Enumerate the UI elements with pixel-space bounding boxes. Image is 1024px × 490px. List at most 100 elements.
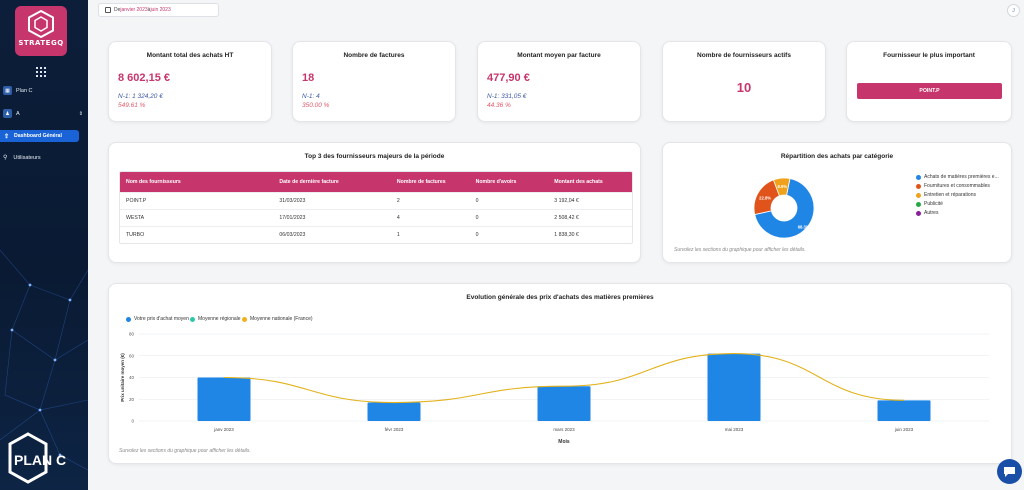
price-evolution-card: Evolution générale des prix d'achats des… [108, 283, 1012, 464]
top-supplier-badge[interactable]: POINT.P [857, 83, 1002, 99]
category-donut-chart[interactable]: 68.3% 22.8% 8.9% [751, 175, 817, 241]
sidebar-item-label: Utilisateurs [13, 154, 41, 161]
table-cell: 0 [475, 198, 479, 204]
kpi-change: 549.61 % [118, 102, 146, 109]
kpi-card-average: Montant moyen par facture 477,90 € N-1: … [477, 41, 641, 122]
series-line[interactable] [223, 353, 905, 404]
date-prefix: De [114, 7, 121, 13]
x-tick-label: mai 2023 [725, 427, 744, 432]
date-separator: à [147, 7, 151, 13]
legend-swatch [916, 183, 921, 189]
column-header[interactable]: Date de dernière facture [279, 179, 339, 185]
kpi-title: Montant moyen par facture [517, 52, 601, 59]
legend-label: Moyenne nationale (France) [250, 316, 313, 322]
x-tick-label: juin 2023 [894, 427, 914, 432]
legend-item[interactable]: Entretien et réparations [916, 192, 976, 198]
chart-hint: Survolez les sections du graphique pour … [119, 448, 251, 454]
sidebar-item-label: Dashboard Général [14, 133, 62, 139]
sidebar: STRATEGQ ▦ Plan C ♟ A ⇕ ⇪ Dashboard Géné… [0, 0, 88, 490]
table-cell: 0 [475, 215, 479, 221]
plan-c-logo: PLAN C [6, 432, 82, 484]
sidebar-company[interactable]: ▦ Plan C [3, 86, 33, 95]
table-row[interactable]: TURBO 06/03/2023 1 0 1 838,30 € [120, 226, 632, 243]
legend-label: Publicité [924, 201, 943, 207]
x-tick-label: févr 2023 [385, 427, 404, 432]
apps-grid-icon[interactable] [36, 67, 46, 77]
table-cell: 4 [396, 215, 400, 221]
table-row[interactable]: WESTA 17/01/2023 4 0 2 508,42 € [120, 209, 632, 226]
x-axis-label: Mois [558, 439, 570, 445]
price-evolution-chart[interactable]: 0 20 40 60 80 Prix unitaire moyen (€) janv 202… [109, 324, 1011, 446]
kpi-previous: N-1: 1 324,20 € [118, 93, 163, 100]
table-cell: 06/03/2023 [279, 232, 306, 238]
legend-label: Fournitures et consommables [924, 183, 990, 189]
column-header[interactable]: Nombre d'avoirs [475, 179, 517, 185]
section-title: Répartition des achats par catégorie [780, 153, 894, 160]
table-row[interactable]: POINT.P 31/03/2023 2 0 3 192,04 € [120, 192, 632, 209]
plan-c-logo-graphic: PLAN C [8, 432, 66, 484]
kpi-title: Nombre de fournisseurs actifs [697, 52, 791, 59]
column-header[interactable]: Nombre de factures [396, 179, 446, 185]
chat-button[interactable] [997, 459, 1022, 484]
legend-item[interactable]: Moyenne nationale (France) [242, 316, 313, 322]
kpi-card-top-supplier: Fournisseur le plus important POINT.P [846, 41, 1012, 122]
user-avatar[interactable]: J [1007, 4, 1020, 17]
table-cell: 1 838,30 € [554, 232, 579, 238]
kpi-change: 350.00 % [302, 102, 330, 109]
building-icon: ▦ [3, 86, 12, 95]
date-range-picker[interactable]: De janvier 2023 à juin 2023 [98, 3, 219, 17]
table-cell: 31/03/2023 [279, 198, 306, 204]
bar[interactable] [197, 377, 251, 422]
pie-slice[interactable] [754, 178, 815, 239]
pie-slice-label: 8.9% [778, 184, 788, 189]
legend-swatch [916, 210, 921, 216]
bar[interactable] [537, 386, 591, 421]
column-header[interactable]: Nom des fournisseurs [126, 179, 181, 185]
sidebar-user-select[interactable]: ♟ A ⇕ [3, 109, 83, 118]
legend-item[interactable]: Publicité [916, 201, 943, 207]
strategq-logo[interactable]: STRATEGQ [15, 6, 67, 56]
kpi-card-invoices: Nombre de factures 18 N-1: 4 350.00 % [292, 41, 456, 122]
section-title: Evolution générale des prix d'achats des… [466, 294, 654, 301]
pie-slice[interactable] [772, 177, 791, 197]
legend-label: Autres [924, 210, 939, 216]
kpi-title: Montant total des achats HT [146, 52, 234, 59]
column-header[interactable]: Montant des achats [554, 179, 603, 185]
section-title: Top 3 des fournisseurs majeurs de la pér… [304, 153, 445, 160]
legend-item[interactable]: Fournitures et consommables [916, 183, 990, 189]
table-header: Nom des fournisseurs Date de dernière fa… [120, 172, 632, 192]
plan-c-logo-text: PLAN C [14, 452, 66, 468]
legend-item[interactable]: Achats de matières premières e... [916, 174, 999, 180]
y-axis-label: Prix unitaire moyen (€) [120, 353, 125, 402]
y-tick-label: 0 [131, 419, 134, 424]
top-suppliers-card: Top 3 des fournisseurs majeurs de la pér… [108, 142, 641, 263]
kpi-value: 18 [302, 72, 315, 84]
table-cell: WESTA [126, 215, 145, 221]
y-tick-label: 40 [129, 375, 135, 380]
x-tick-label: mars 2023 [553, 427, 575, 432]
users-icon: ♟ [3, 109, 12, 118]
x-tick-label: janv 2023 [213, 427, 234, 432]
sidebar-item-dashboard[interactable]: ⇪ Dashboard Général [0, 130, 79, 142]
y-tick-label: 60 [129, 353, 135, 358]
bar[interactable] [877, 400, 931, 421]
user-icon: ⚲ [3, 155, 8, 161]
table-cell: 3 192,04 € [554, 198, 579, 204]
legend-swatch [916, 201, 921, 207]
y-tick-label: 80 [129, 332, 135, 337]
table-cell: 17/01/2023 [279, 215, 306, 221]
legend-swatch [190, 316, 195, 322]
legend-item[interactable]: Votre prix d'achat moyen [126, 316, 189, 322]
legend-item[interactable]: Moyenne régionale [190, 316, 241, 322]
hexagon-logo-icon [28, 10, 54, 38]
logo-text: STRATEGQ [18, 39, 64, 47]
bar[interactable] [367, 402, 421, 421]
network-background-decoration [0, 249, 88, 471]
bar[interactable] [707, 353, 761, 421]
chart-hint: Survolez les sections du graphique pour … [674, 247, 806, 253]
legend-label: Entretien et réparations [924, 192, 976, 198]
legend-item[interactable]: Autres [916, 210, 938, 216]
kpi-title: Fournisseur le plus important [883, 52, 975, 59]
sidebar-item-users[interactable]: ⚲ Utilisateurs [3, 154, 41, 162]
legend-swatch [916, 192, 921, 198]
